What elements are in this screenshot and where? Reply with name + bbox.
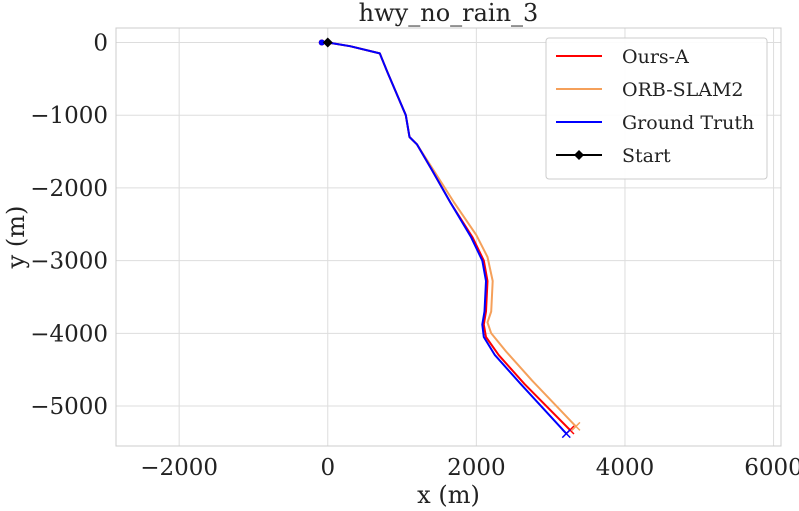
end-marker <box>571 421 581 431</box>
legend-label: Ours-A <box>622 46 689 68</box>
tick-labels: −2000 0 2000 4000 6000 0 −1000 −2000 −3000 −4000 −… <box>30 31 799 481</box>
x-tick-label: 2000 <box>447 455 506 481</box>
legend-label: Start <box>622 145 671 167</box>
legend-item: ORB-SLAM2 <box>556 79 744 101</box>
chart-title: hwy_no_rain_3 <box>359 0 539 27</box>
y-tick-label: −5000 <box>30 394 108 420</box>
y-tick-label: −4000 <box>30 321 108 347</box>
end-marker <box>561 429 571 439</box>
y-tick-label: −2000 <box>30 176 108 202</box>
x-tick-label: −2000 <box>140 455 218 481</box>
legend-box <box>545 37 768 180</box>
start-dot <box>318 39 325 46</box>
series-line-ground-truth <box>327 41 568 435</box>
legend-item: Ground Truth <box>556 112 754 134</box>
x-axis-label: x (m) <box>417 481 480 509</box>
y-tick-label: −1000 <box>30 103 108 129</box>
y-tick-label: 0 <box>93 31 108 57</box>
legend: Ours-A ORB-SLAM2 Ground Truth Start <box>545 37 768 180</box>
legend-item: Ours-A <box>556 46 689 68</box>
x-tick-label: 4000 <box>596 455 655 481</box>
legend-label: ORB-SLAM2 <box>622 79 744 101</box>
y-axis-label: y (m) <box>2 206 30 270</box>
plot-frame <box>115 27 782 447</box>
legend-label: Ground Truth <box>622 112 754 134</box>
legend-item: Start <box>556 145 671 167</box>
start-marker <box>322 37 333 48</box>
y-tick-label: −3000 <box>30 249 108 275</box>
x-tick-label: 6000 <box>744 455 799 481</box>
x-tick-label: 0 <box>320 455 335 481</box>
legend-marker <box>574 150 584 160</box>
series-lines <box>318 37 581 439</box>
